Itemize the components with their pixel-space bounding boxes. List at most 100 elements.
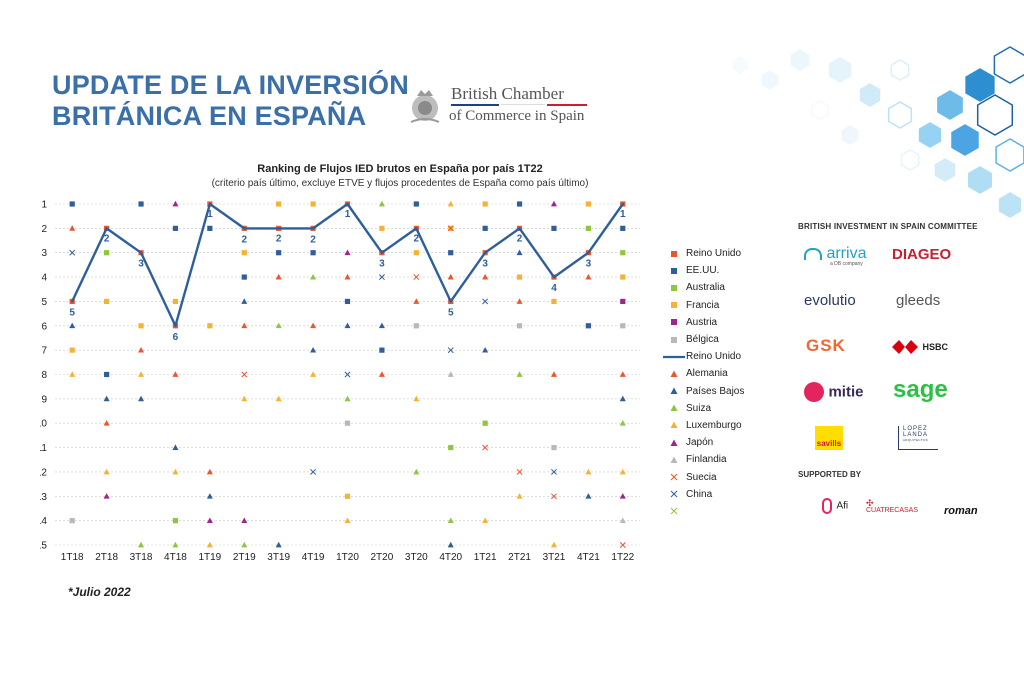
x-tick-label: 4T19	[302, 552, 325, 563]
marker-pa-ses-bajos	[378, 322, 385, 329]
marker-luxemburgo	[447, 200, 454, 207]
x-tick-label: 2T21	[508, 552, 531, 563]
marker-luxemburgo	[275, 395, 282, 402]
x-tick-label: 4T21	[577, 552, 600, 563]
marker-jap-n	[344, 249, 351, 256]
line-point	[71, 300, 74, 303]
marker-suiza	[344, 395, 351, 402]
legend-label: Bélgica	[686, 334, 719, 346]
legend-item: Suecia	[662, 468, 772, 485]
marker-suiza	[516, 371, 523, 377]
x-tick-label: 1T19	[198, 552, 221, 563]
marker-pa-ses-bajos	[516, 249, 523, 256]
landa-text: LANDA	[903, 432, 929, 438]
marker-suiza	[619, 420, 626, 426]
lopez-landa-logo: LOPEZ LANDA ARQUITECTOS	[898, 426, 938, 450]
line-point	[518, 227, 521, 230]
line-point	[277, 227, 280, 230]
legend-label: Reino Unido	[686, 351, 742, 363]
marker-luxemburgo	[241, 395, 248, 402]
y-tick-label: 15	[40, 541, 47, 552]
marker-ee-uu-	[551, 225, 557, 231]
hexagon-shape	[900, 149, 920, 171]
marker-b-lgica	[516, 323, 523, 329]
hexagon-shape	[965, 68, 995, 102]
marker-jap-n	[206, 517, 213, 524]
marker-pa-ses-bajos	[69, 322, 76, 329]
marker-jap-n	[103, 493, 110, 499]
y-tick-label: 13	[40, 492, 47, 503]
line-point	[483, 251, 487, 254]
legend-marker	[662, 370, 686, 378]
committee-heading: BRITISH INVESTMENT IN SPAIN COMMITTEE	[798, 222, 978, 231]
marker-ee-uu-	[585, 323, 591, 329]
legend-item: EE.UU.	[662, 262, 772, 279]
marker-pa-ses-bajos	[172, 444, 179, 450]
marker-luxemburgo	[206, 541, 213, 548]
hexagon-shape	[732, 56, 748, 74]
chamber-line-1: British Chamber	[451, 84, 564, 103]
marker-ee-uu-	[413, 201, 419, 207]
y-tick-label: 4	[41, 273, 47, 284]
y-tick-label: 1	[41, 200, 47, 211]
marker-alemania	[482, 273, 489, 280]
marker-suecia	[619, 542, 626, 548]
marker-alemania	[310, 322, 317, 329]
x-tick-label: 1T21	[474, 552, 497, 563]
line-point	[174, 324, 177, 327]
mitie-name: mitie	[828, 383, 864, 401]
legend-marker	[662, 404, 686, 412]
marker-alemania	[619, 371, 626, 377]
chart-title: Ranking de Flujos IED brutos en España p…	[257, 163, 543, 175]
marker-ee-uu-	[138, 201, 144, 207]
legend-item: Países Bajos	[662, 383, 772, 400]
title-line-2: BRITÁNICA EN ESPAÑA	[52, 101, 367, 131]
hexagon-shape	[998, 192, 1022, 218]
legend-label: China	[686, 488, 713, 500]
marker-luxemburgo	[69, 371, 76, 377]
legend-label: Suiza	[686, 402, 712, 414]
marker-pa-ses-bajos	[585, 493, 592, 499]
line-point	[243, 227, 246, 230]
line-point	[311, 227, 315, 230]
marker-australia	[172, 518, 179, 524]
gsk-logo: GSK	[806, 336, 846, 355]
marker-francia	[104, 298, 110, 305]
legend-item	[662, 503, 772, 520]
hexagon-shape	[859, 83, 881, 107]
marker-francia	[344, 493, 351, 499]
marker-pa-ses-bajos	[344, 322, 351, 329]
data-label: 1	[345, 209, 351, 220]
marker-pa-ses-bajos	[241, 298, 248, 304]
marker-jap-n	[241, 517, 248, 524]
legend-item: Austria	[662, 314, 772, 331]
legend-marker	[662, 250, 686, 258]
marker-suiza	[447, 517, 454, 524]
marker-china	[310, 468, 317, 475]
marker-francia	[379, 225, 385, 231]
line-point	[415, 227, 418, 230]
lopez-text: LOPEZ	[903, 426, 928, 432]
data-label: 3	[482, 259, 488, 270]
legend-item: Suiza	[662, 400, 772, 417]
y-tick-label: 14	[40, 516, 47, 527]
legend-item: Alemania	[662, 365, 772, 382]
marker-suecia	[413, 274, 420, 281]
marker-alemania	[172, 371, 179, 377]
marker-australia	[585, 225, 591, 231]
legend-item: Reino Unido	[662, 348, 772, 365]
marker-pa-ses-bajos	[275, 541, 282, 548]
chart-legend: Reino Unido EE.UU. Australia Francia Austria…	[662, 245, 772, 520]
line-point	[208, 202, 212, 206]
marker-pa-ses-bajos	[619, 395, 626, 402]
legend-item: Australia	[662, 279, 772, 296]
legend-marker	[662, 473, 686, 481]
marker-suecia	[551, 493, 557, 500]
marker-b-lgica	[413, 323, 419, 329]
legend-marker	[662, 421, 686, 429]
marker-b-lgica	[344, 420, 351, 426]
legend-item: Bélgica	[662, 331, 772, 348]
data-label: 3	[586, 259, 592, 270]
marker-ee-uu-	[344, 298, 351, 305]
hexagon-shape	[811, 100, 829, 120]
